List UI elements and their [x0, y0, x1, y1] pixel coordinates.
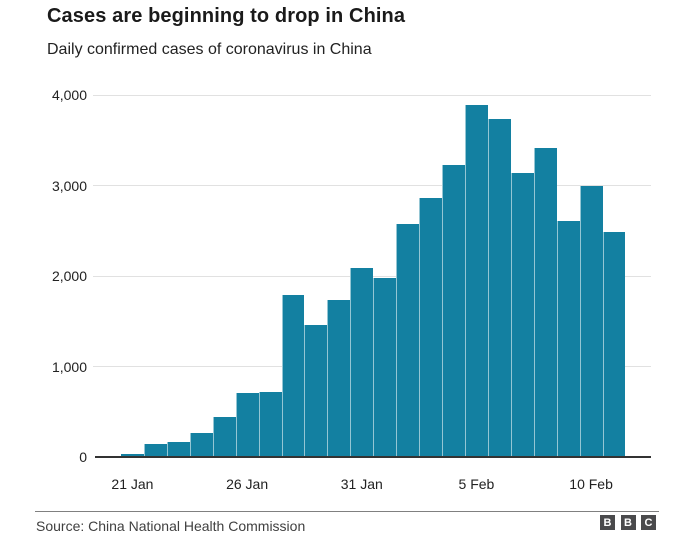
bbc-logo-letter-block: B [620, 515, 636, 530]
bar [602, 231, 626, 457]
bar [510, 172, 534, 457]
bar [258, 391, 282, 457]
bbc-logo-letter-block: B [600, 515, 615, 530]
bar [121, 454, 144, 457]
bar [533, 148, 557, 457]
y-axis-tick-label: 0 [79, 449, 87, 465]
bar [281, 295, 305, 457]
gridline [93, 185, 651, 186]
bar [166, 441, 190, 457]
bar [143, 444, 167, 457]
bar [373, 277, 397, 457]
bbc-logo-letter-block: C [641, 515, 656, 530]
y-axis-tick-label: 1,000 [51, 358, 87, 375]
bar [212, 417, 236, 457]
x-axis-tick-label: 21 Jan [111, 476, 154, 492]
bar [235, 392, 259, 457]
bar [464, 104, 488, 457]
x-axis-tick-label: 31 Jan [340, 476, 383, 492]
y-axis-tick-label: 3,000 [51, 177, 87, 194]
chart-title: Cases are beginning to drop in China [47, 5, 406, 27]
x-axis-tick-label: 26 Jan [226, 476, 269, 492]
y-axis-tick-label: 4,000 [51, 87, 87, 103]
x-axis-tick-label: 10 Feb [569, 476, 613, 492]
bar [487, 118, 511, 457]
y-axis-tick-label: 2,000 [51, 268, 87, 284]
bar [304, 324, 328, 457]
bar [350, 267, 374, 457]
bar [579, 185, 603, 457]
bar [442, 164, 465, 457]
x-axis-tick-label: 5 Feb [458, 476, 495, 492]
x-axis-line [95, 456, 651, 458]
bar [556, 220, 580, 457]
bar [396, 223, 420, 457]
bar [327, 299, 351, 457]
bar-chart: 0 1,000 2,000 3,000 4,000 21 Jan 26 Jan 31 Jan 5… [51, 87, 651, 492]
bar [189, 433, 213, 457]
bar [419, 198, 443, 457]
gridline [93, 94, 651, 96]
footer-divider [35, 511, 659, 512]
chart-subtitle: Daily confirmed cases of coronavirus in … [47, 41, 372, 58]
plot-area [93, 94, 651, 458]
source-text: Source: China National Health Commission [36, 518, 306, 534]
